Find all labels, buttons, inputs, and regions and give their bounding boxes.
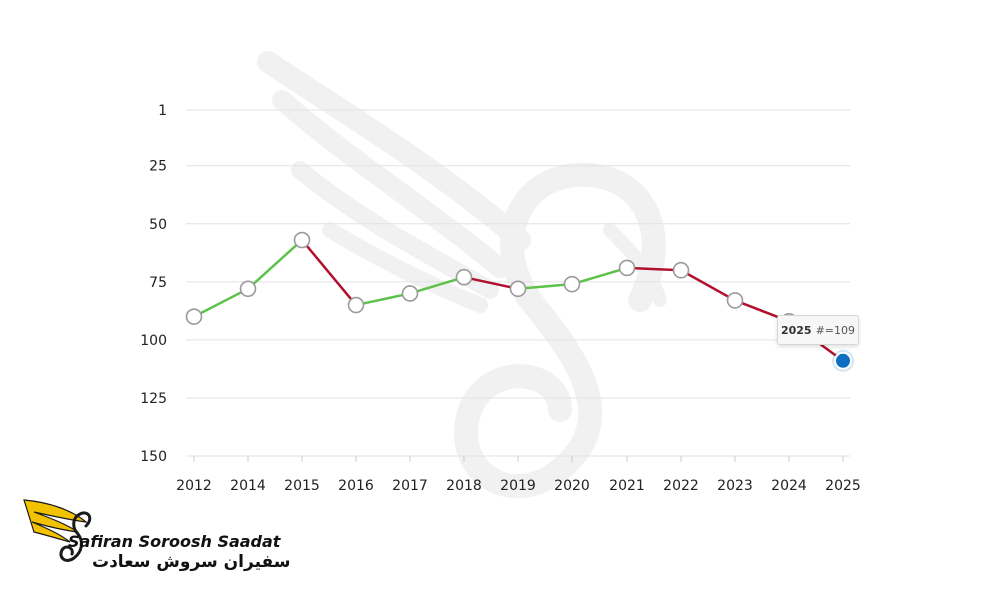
y-tick-label: 50 [149, 217, 167, 233]
data-point[interactable] [455, 268, 473, 286]
brand-name-farsi: سفیران سروش سعادت [92, 552, 291, 572]
x-tick-label: 2021 [609, 478, 645, 494]
x-tick-label: 2012 [176, 478, 212, 494]
y-tick-label: 25 [149, 159, 167, 175]
series-segment [516, 282, 574, 291]
swan-wing-watermark [257, 51, 667, 499]
data-point[interactable] [618, 259, 636, 277]
brand-name-latin: Safiran Soroosh Saadat [68, 532, 281, 551]
x-tick-label: 2014 [230, 478, 266, 494]
data-point[interactable] [293, 231, 311, 249]
x-tick-label: 2016 [338, 478, 374, 494]
y-tick-label: 150 [140, 449, 167, 465]
data-point[interactable] [239, 280, 257, 298]
series-segment [300, 238, 358, 307]
y-tick-label: 100 [140, 333, 167, 349]
data-point-highlight[interactable] [834, 351, 852, 370]
x-tick-label: 2024 [771, 478, 807, 494]
series-segment [354, 292, 412, 307]
company-logo [23, 499, 92, 562]
data-point[interactable] [185, 308, 203, 325]
swan-wing-logo-icon [23, 499, 92, 562]
x-tick-label: 2020 [554, 478, 590, 494]
tooltip-year: 2025 [780, 323, 812, 337]
data-point[interactable] [672, 261, 690, 279]
tooltip-value: #=109 [815, 323, 856, 337]
x-tick-label: 2019 [500, 478, 536, 494]
y-tick-label: 125 [140, 391, 167, 407]
x-tick-label: 2022 [663, 478, 699, 494]
data-point[interactable] [509, 280, 527, 298]
series-segment [462, 275, 520, 291]
data-point[interactable] [401, 285, 419, 302]
y-tick-label: 75 [149, 275, 167, 291]
data-point[interactable] [347, 296, 365, 314]
data-point[interactable] [726, 292, 744, 309]
series-segment [192, 287, 250, 318]
series-segment [570, 266, 629, 286]
series-segment [408, 275, 466, 295]
series-segment [246, 238, 304, 291]
x-tick-label: 2017 [392, 478, 428, 494]
point-tooltip: 2025 #=109 [777, 315, 859, 345]
data-point[interactable] [563, 275, 581, 293]
x-tick-label: 2025 [825, 478, 861, 494]
series-segment [679, 268, 737, 302]
series-segment [625, 266, 683, 272]
y-tick-label: 1 [158, 103, 167, 119]
x-tick-label: 2015 [284, 478, 320, 494]
x-tick-label: 2023 [717, 478, 753, 494]
x-tick-label: 2018 [446, 478, 482, 494]
